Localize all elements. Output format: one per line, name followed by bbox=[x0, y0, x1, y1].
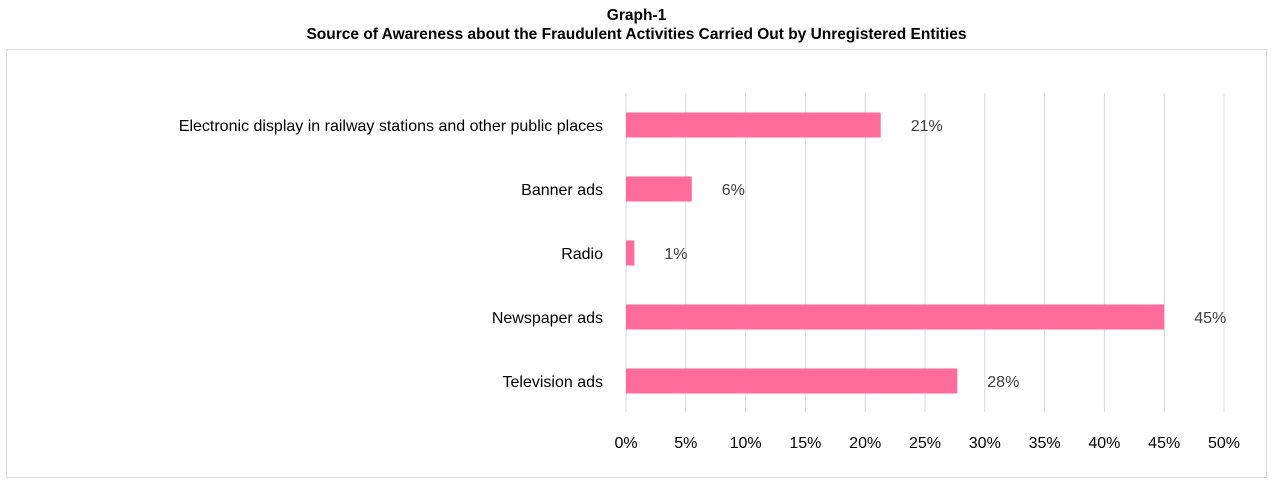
x-tick-label: 40% bbox=[1088, 435, 1120, 452]
category-label: Radio bbox=[561, 246, 603, 263]
chart-subtitle: Source of Awareness about the Fraudulent… bbox=[306, 26, 967, 43]
x-tick-label: 0% bbox=[614, 435, 637, 452]
x-tick-label: 15% bbox=[789, 435, 821, 452]
x-tick-label: 25% bbox=[909, 435, 941, 452]
data-label: 45% bbox=[1194, 310, 1226, 327]
data-label: 6% bbox=[722, 182, 745, 199]
data-label: 28% bbox=[987, 374, 1019, 391]
x-tick-label: 10% bbox=[730, 435, 762, 452]
category-label: Television ads bbox=[503, 374, 604, 391]
x-tick-label: 5% bbox=[674, 435, 697, 452]
x-tick-label: 20% bbox=[849, 435, 881, 452]
bar bbox=[626, 304, 1165, 330]
bar bbox=[626, 176, 692, 202]
data-label: 1% bbox=[664, 246, 687, 263]
x-tick-label: 30% bbox=[969, 435, 1001, 452]
category-label: Electronic display in railway stations a… bbox=[179, 118, 603, 135]
data-label: 21% bbox=[911, 118, 943, 135]
x-tick-label: 35% bbox=[1029, 435, 1061, 452]
bar bbox=[626, 112, 881, 138]
chart-frame bbox=[6, 49, 1267, 478]
bar bbox=[626, 240, 635, 266]
bar bbox=[626, 368, 958, 394]
category-label: Banner ads bbox=[521, 182, 603, 199]
x-tick-label: 45% bbox=[1148, 435, 1180, 452]
x-tick-label: 50% bbox=[1208, 435, 1240, 452]
category-label: Newspaper ads bbox=[492, 310, 603, 327]
chart-title: Graph-1 bbox=[606, 7, 667, 24]
